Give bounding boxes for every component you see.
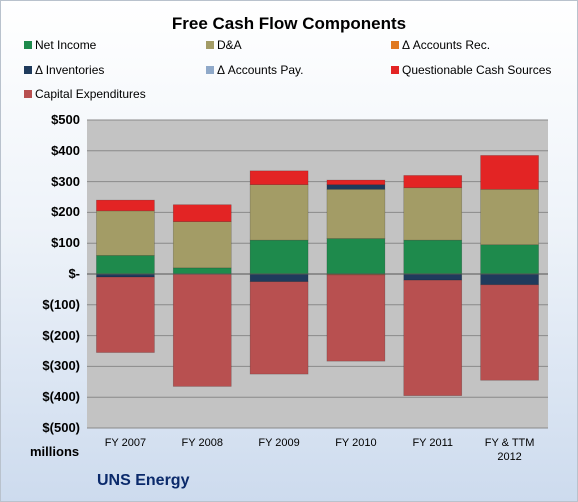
legend-swatch xyxy=(206,66,214,74)
bar-segment xyxy=(96,255,155,275)
bar-segment xyxy=(326,189,386,239)
bar-segment xyxy=(403,273,463,281)
bar-segment xyxy=(96,276,155,353)
bar-segment xyxy=(480,244,539,275)
bar-segment xyxy=(172,221,232,269)
bar-segment xyxy=(326,274,386,362)
legend-label: D&A xyxy=(217,38,242,52)
legend-swatch xyxy=(24,66,32,74)
y-tick-label: $(200) xyxy=(42,327,80,343)
bar-segment xyxy=(326,179,386,185)
y-tick-label: $(100) xyxy=(42,296,80,312)
x-tick-label-line: 2012 xyxy=(497,451,522,463)
legend-swatch xyxy=(391,41,399,49)
bar-segment xyxy=(480,155,539,190)
legend-item: D&A xyxy=(206,38,242,52)
y-tick-label: $100 xyxy=(51,235,80,251)
legend-swatch xyxy=(206,41,214,49)
x-tick-label: FY 2009 xyxy=(241,436,317,450)
legend-swatch xyxy=(391,66,399,74)
x-tick-label-line: FY 2009 xyxy=(258,437,300,449)
y-tick-label: $- xyxy=(68,266,80,281)
bar-segment xyxy=(480,273,539,286)
x-tick-label-line: FY 2007 xyxy=(104,437,147,449)
bar-segment xyxy=(480,284,539,381)
legend-item: Capital Expenditures xyxy=(24,87,146,101)
y-tick-label: $(300) xyxy=(42,358,80,374)
legend-item: Δ Inventories xyxy=(24,63,104,77)
x-tick-label-line: FY 2010 xyxy=(335,437,377,449)
x-tick-label: FY 2008 xyxy=(164,436,240,450)
bar-segment xyxy=(249,273,309,282)
bar-segment xyxy=(172,267,232,275)
bar-segment xyxy=(249,184,309,241)
bar-segment xyxy=(480,189,539,246)
x-tick-label: FY 2011 xyxy=(395,436,471,450)
legend-item: Δ Accounts Pay. xyxy=(206,63,304,77)
x-tick-label: FY 2010 xyxy=(318,436,394,450)
y-unit-label: millions xyxy=(30,444,80,459)
x-tick-label: FY & TTM 2012 xyxy=(472,436,548,464)
legend-label: Capital Expenditures xyxy=(35,87,146,101)
bar-segment xyxy=(96,210,155,256)
bar-segment xyxy=(249,281,309,375)
bar-segment xyxy=(326,238,386,275)
x-tick-label-line: FY 2008 xyxy=(181,437,223,449)
legend-label: Δ Accounts Pay. xyxy=(217,63,304,77)
bar-segment xyxy=(326,184,386,190)
legend-label: Net Income xyxy=(35,38,97,52)
bar-segment xyxy=(249,170,309,185)
x-tick-label-line: FY 2011 xyxy=(412,437,454,449)
legend-label: Δ Accounts Rec. xyxy=(402,38,491,52)
y-tick-label: $300 xyxy=(51,173,80,189)
y-tick-label: $400 xyxy=(51,142,80,158)
company-name: UNS Energy xyxy=(97,472,190,489)
y-tick-label: $500 xyxy=(51,112,80,127)
legend-item: Δ Accounts Rec. xyxy=(391,38,490,52)
bar-segment xyxy=(403,175,463,189)
bar-segment xyxy=(172,204,232,222)
bar-segment xyxy=(403,187,463,241)
x-tick-label: FY 2007 xyxy=(87,436,163,450)
legend-label: Δ Inventories xyxy=(35,63,105,77)
y-tick-label: $(400) xyxy=(42,389,80,405)
legend-swatch xyxy=(24,90,32,98)
y-tick-label: $(500) xyxy=(42,420,80,435)
bar-segment xyxy=(403,279,463,396)
legend-item: Questionable Cash Sources xyxy=(391,63,551,77)
chart-title: Free Cash Flow Components xyxy=(171,14,407,33)
legend-item: Net Income xyxy=(24,38,96,52)
bar-segment xyxy=(403,239,463,275)
x-tick-label-line: FY & TTM xyxy=(484,437,535,449)
legend-swatch xyxy=(24,41,32,49)
legend-label: Questionable Cash Sources xyxy=(402,63,552,77)
bar-segment xyxy=(96,199,155,212)
bar-segment xyxy=(172,273,232,387)
y-tick-label: $200 xyxy=(51,204,80,220)
bar-segment xyxy=(249,239,309,275)
